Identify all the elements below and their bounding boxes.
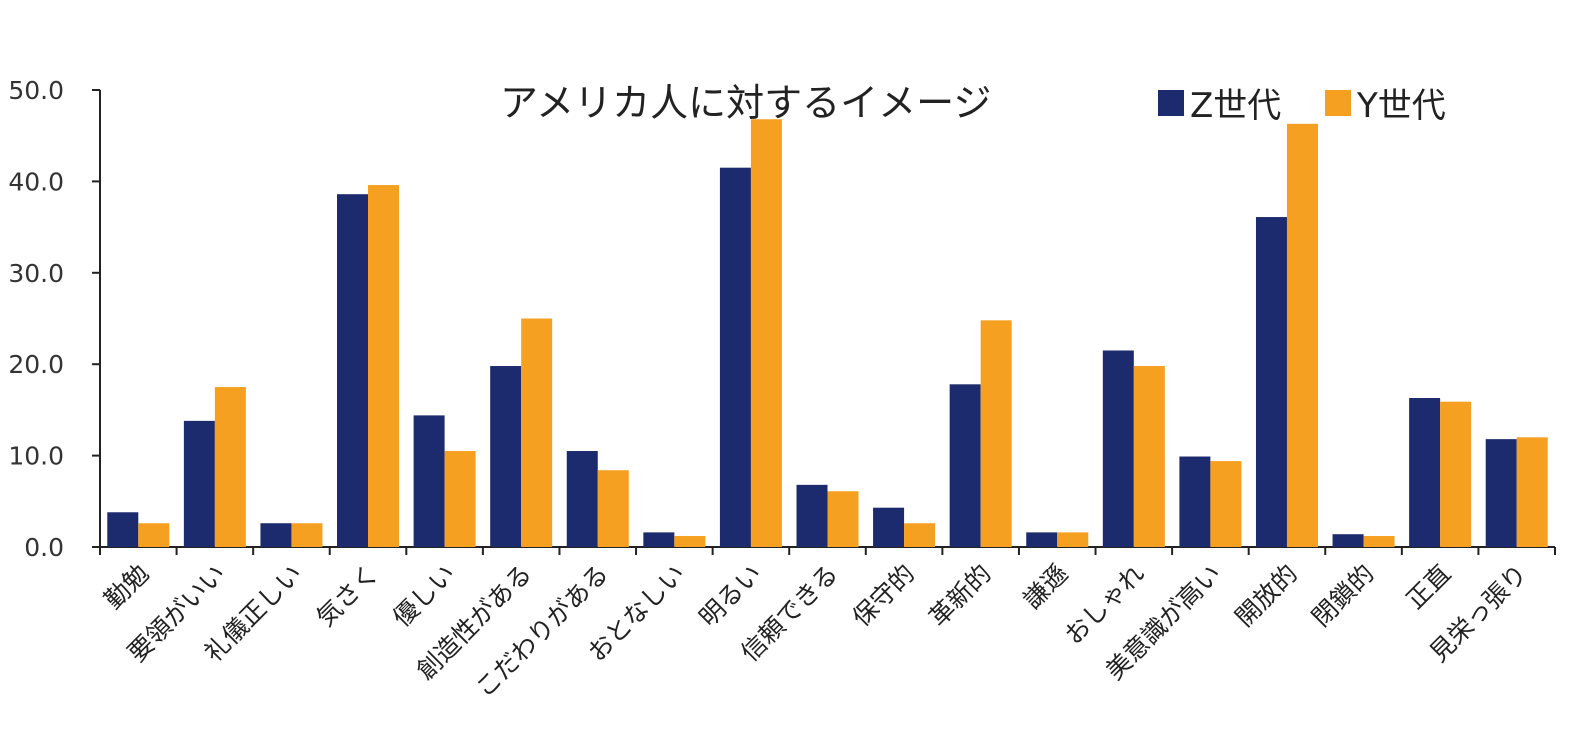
y-tick-label: 30.0	[8, 259, 64, 288]
bar-y	[1133, 366, 1165, 547]
x-tick-label: 保守的	[847, 559, 921, 633]
bar-z	[490, 366, 522, 547]
bar-y	[521, 318, 553, 547]
bar-z	[413, 415, 445, 547]
bar-y	[1286, 123, 1318, 548]
bar-z	[1179, 456, 1211, 547]
bar-y	[674, 536, 706, 547]
x-tick-label: 閉鎖的	[1306, 559, 1380, 633]
bar-y	[1057, 532, 1089, 547]
y-tick-label: 10.0	[8, 442, 64, 471]
x-tick-label: 優しい	[387, 559, 461, 633]
legend-item-z: Z世代	[1158, 78, 1281, 127]
x-tick-label: 開放的	[1230, 559, 1304, 633]
x-tick-label: 革新的	[923, 559, 997, 633]
x-tick-label: 謙遜	[1018, 559, 1074, 615]
x-tick-label: 正直	[1401, 559, 1457, 615]
x-tick-label: こだわりがある	[470, 559, 614, 703]
bar-z	[1409, 398, 1441, 547]
bar-y	[368, 185, 400, 547]
bar-z	[949, 384, 981, 547]
bar-z	[1485, 439, 1517, 547]
bar-y	[444, 451, 476, 547]
bar-y	[1363, 536, 1395, 547]
legend-swatch-z	[1158, 89, 1184, 116]
y-tick-label: 50.0	[8, 76, 64, 105]
bar-y	[1210, 461, 1242, 547]
y-tick-label: 20.0	[8, 350, 64, 379]
bar-z	[643, 532, 675, 547]
legend-label-z: Z世代	[1190, 86, 1282, 126]
bar-y	[291, 523, 323, 547]
bar-z	[1332, 534, 1364, 547]
bar-z	[183, 420, 215, 547]
bar-z	[1026, 532, 1058, 547]
legend-swatch-y	[1325, 89, 1351, 116]
x-tick-label: 気さく	[311, 559, 385, 633]
bar-y	[1440, 401, 1472, 547]
y-tick-label: 40.0	[8, 167, 64, 196]
bar-y	[750, 119, 782, 548]
bar-y	[827, 491, 859, 547]
bar-y	[138, 523, 170, 547]
bar-y	[980, 320, 1012, 547]
bar-z	[566, 451, 598, 547]
bar-z	[107, 512, 139, 547]
bar-z	[1102, 350, 1134, 547]
bar-y	[1516, 437, 1548, 547]
bar-z	[796, 484, 828, 547]
legend-label-y: Y世代	[1357, 86, 1446, 126]
bar-y	[904, 523, 936, 547]
x-tick-label: 明るい	[694, 559, 768, 633]
legend-item-y: Y世代	[1325, 78, 1446, 127]
chart-title: アメリカ人に対するイメージ	[500, 81, 992, 125]
y-tick-label: 0.0	[24, 533, 64, 562]
bar-y	[597, 470, 629, 547]
bar-z	[719, 167, 751, 547]
bar-z	[873, 507, 905, 547]
bar-z	[337, 194, 369, 548]
x-tick-label: 勤勉	[99, 559, 155, 615]
bar-z	[1255, 217, 1287, 547]
bar-y	[214, 387, 246, 547]
bar-z	[260, 523, 292, 547]
